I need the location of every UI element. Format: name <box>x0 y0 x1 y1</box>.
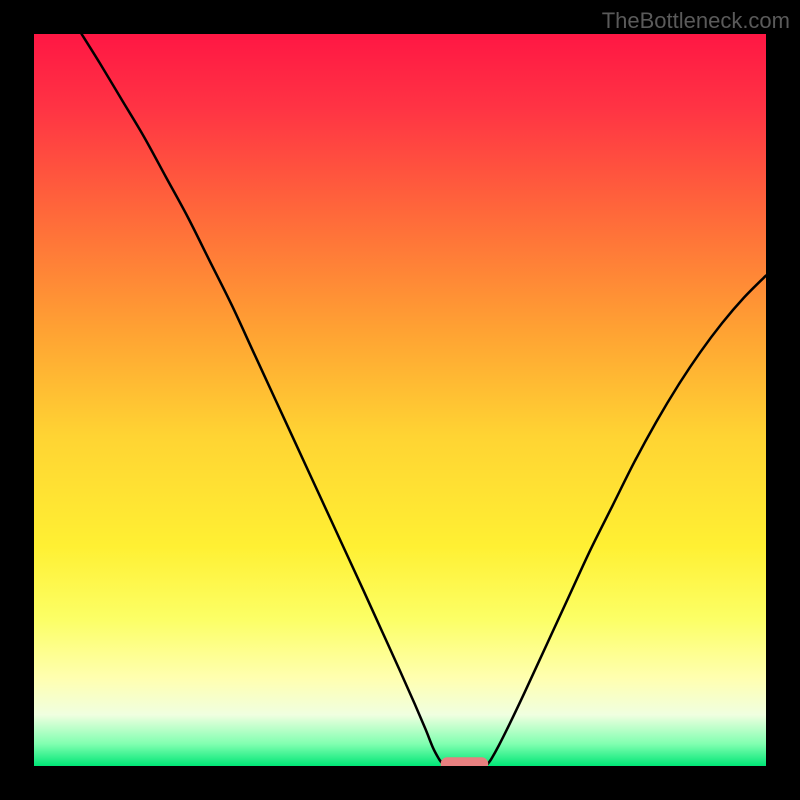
watermark-text: TheBottleneck.com <box>602 8 790 34</box>
bottleneck-chart: TheBottleneck.com <box>0 0 800 800</box>
chart-svg <box>0 0 800 800</box>
gradient-background <box>34 34 766 766</box>
